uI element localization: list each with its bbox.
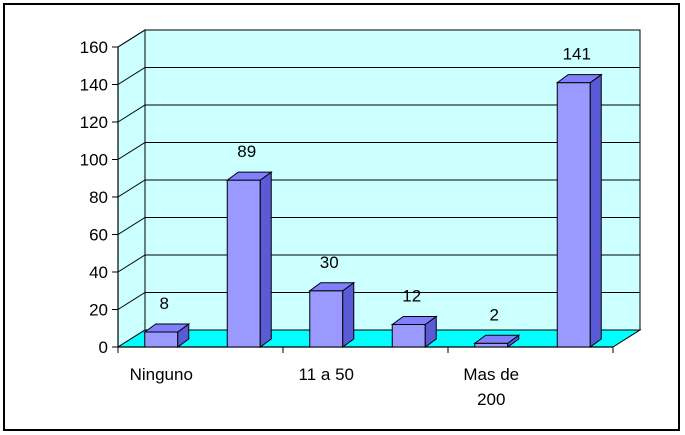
bar bbox=[308, 281, 356, 348]
x-category-label: Mas de 200 bbox=[463, 365, 519, 409]
data-label: 141 bbox=[563, 45, 591, 64]
bars bbox=[143, 73, 603, 348]
gridline bbox=[117, 142, 640, 160]
bar-front bbox=[144, 331, 179, 348]
bar-side bbox=[589, 73, 602, 348]
bar-top bbox=[555, 74, 603, 84]
data-label: 89 bbox=[237, 142, 256, 161]
bar-top bbox=[308, 282, 356, 292]
y-tick-label: 160 bbox=[80, 38, 108, 57]
data-label: 30 bbox=[320, 253, 339, 272]
y-tick-label: 100 bbox=[80, 151, 108, 170]
data-labels: 8 89 30 12 2 141 bbox=[160, 45, 591, 325]
y-tick-label: 40 bbox=[89, 263, 108, 282]
bar-side bbox=[342, 281, 355, 348]
bar-front bbox=[391, 324, 426, 348]
bar-top bbox=[390, 316, 438, 325]
x-axis-ticks bbox=[117, 347, 614, 353]
bar bbox=[143, 323, 191, 348]
data-label: 8 bbox=[160, 294, 169, 313]
bar bbox=[555, 73, 603, 348]
y-tick-label: 20 bbox=[89, 301, 108, 320]
gridline bbox=[117, 104, 640, 123]
bar bbox=[225, 171, 273, 348]
gridline bbox=[117, 217, 640, 235]
gridline bbox=[117, 179, 640, 198]
y-tick-label: 140 bbox=[80, 76, 108, 95]
bar-top bbox=[473, 334, 521, 344]
bar-front bbox=[556, 82, 591, 348]
data-label: 12 bbox=[402, 287, 421, 306]
x-category-label: 11 a 50 bbox=[299, 365, 354, 384]
y-tick-label: 80 bbox=[89, 188, 108, 207]
bar-top bbox=[225, 171, 273, 181]
bar bbox=[473, 334, 521, 348]
data-label: 2 bbox=[490, 305, 499, 324]
gridline bbox=[117, 29, 640, 48]
x-axis-labels: Ninguno 11 a 50 Mas de 200 bbox=[130, 365, 520, 409]
x-category-label-line: Ninguno bbox=[130, 365, 193, 384]
gridlines bbox=[117, 29, 640, 310]
bar-side bbox=[259, 171, 272, 348]
bar-front bbox=[309, 290, 344, 348]
x-category-label-line: 11 a 50 bbox=[299, 365, 354, 384]
y-tick-label: 120 bbox=[80, 113, 108, 132]
gridline bbox=[117, 292, 640, 310]
x-category-label-line: 200 bbox=[477, 390, 505, 409]
y-axis-ticks: 0 20 40 60 80 100 120 140 160 bbox=[80, 38, 118, 357]
bar-top bbox=[143, 323, 191, 333]
x-category-label: Ninguno bbox=[130, 365, 193, 384]
gridline bbox=[117, 67, 640, 85]
y-tick-label: 60 bbox=[89, 226, 108, 245]
y-tick-label: 0 bbox=[99, 338, 108, 357]
bar-front bbox=[226, 179, 261, 348]
gridline bbox=[117, 254, 640, 273]
bar-front bbox=[474, 342, 509, 348]
bar bbox=[390, 315, 438, 348]
x-category-label-line: Mas de bbox=[463, 365, 519, 384]
